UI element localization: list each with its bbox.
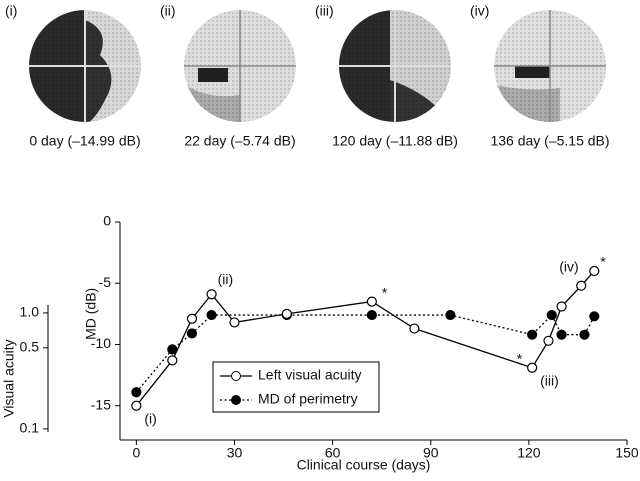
- legend-label: Left visual acuity: [258, 367, 362, 383]
- point: [206, 289, 217, 300]
- point: [556, 329, 567, 340]
- point: [589, 265, 600, 277]
- panel-label: (iii): [315, 3, 334, 19]
- panel-caption: 120 day (–11.88 dB): [332, 133, 458, 149]
- point: [445, 309, 456, 321]
- point: [543, 335, 554, 346]
- x-axis-label: Clinical course (days): [297, 457, 431, 473]
- point: [527, 329, 538, 340]
- panel-label: (i): [5, 3, 17, 19]
- x-tick-label: 120: [517, 445, 541, 461]
- y-tick-label: -10: [91, 335, 111, 351]
- field-iv: [494, 10, 606, 122]
- annotation: *: [600, 254, 606, 270]
- point: [206, 309, 217, 321]
- point: [131, 400, 142, 411]
- x-tick-label: 90: [423, 445, 439, 461]
- panel-caption: 136 day (–5.15 dB): [490, 133, 609, 149]
- annotation: (iii): [540, 372, 559, 388]
- y2-tick-label: 1.0: [20, 304, 40, 320]
- point: [576, 280, 587, 291]
- annotation: (ii): [218, 271, 234, 287]
- point: [579, 329, 590, 340]
- annotation: *: [517, 350, 523, 366]
- y-axis-label: MD (dB): [83, 288, 99, 340]
- annotation: (iv): [559, 258, 578, 274]
- point: [527, 362, 538, 373]
- panel-caption: 22 day (–5.74 dB): [184, 133, 295, 149]
- point: [229, 317, 240, 328]
- point: [281, 308, 292, 319]
- panel-label: (iv): [470, 3, 489, 19]
- x-tick-label: 60: [325, 445, 341, 461]
- point: [589, 311, 600, 322]
- legend-marker: [231, 395, 241, 405]
- point: [186, 328, 198, 339]
- panel-label: (ii): [160, 3, 176, 19]
- point: [167, 355, 178, 366]
- annotation: *: [382, 284, 388, 300]
- legend-label: MD of perimetry: [258, 391, 358, 407]
- legend-box: [212, 361, 380, 413]
- point: [546, 309, 557, 321]
- y-tick-label: -15: [91, 396, 111, 412]
- x-tick-label: 0: [132, 445, 140, 461]
- field-ii: [184, 10, 296, 122]
- y-tick-label: -5: [99, 274, 112, 290]
- y2-axis-label: Visual acuity: [1, 339, 17, 417]
- y2-tick-label: 0.5: [20, 339, 40, 355]
- panel-caption: 0 day (–14.99 dB): [29, 133, 140, 149]
- point: [366, 309, 377, 321]
- point: [186, 313, 198, 324]
- field-iii: [339, 10, 451, 122]
- field-i: [29, 10, 141, 122]
- x-tick-label: 150: [615, 445, 639, 461]
- x-tick-label: 30: [227, 445, 243, 461]
- point: [366, 296, 377, 307]
- y-tick-label: 0: [103, 213, 111, 229]
- point: [131, 387, 142, 398]
- annotation: (i): [144, 410, 156, 426]
- point: [409, 323, 420, 334]
- legend-marker: [231, 371, 241, 381]
- y2-tick-label: 0.1: [20, 420, 40, 436]
- point: [556, 301, 567, 312]
